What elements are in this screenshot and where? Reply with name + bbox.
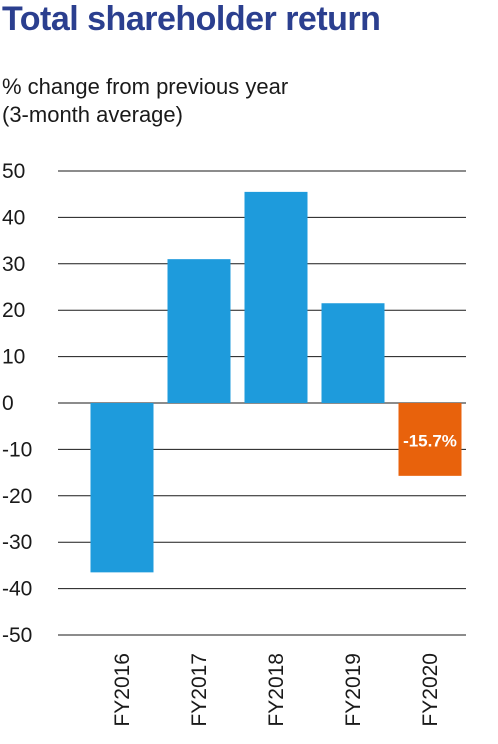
y-tick-label: 0 <box>2 392 14 415</box>
chart-title: Total shareholder return <box>2 0 381 38</box>
y-axis-tick-labels: 50 40 30 20 10 0 -10 -20 -30 -40 -50 <box>2 160 32 647</box>
x-tick-label: FY2016 <box>111 653 134 727</box>
data-labels: -15.7% <box>403 431 457 450</box>
y-tick-label: -10 <box>2 438 32 461</box>
y-tick-label: -30 <box>2 531 32 554</box>
bars <box>90 191 462 573</box>
y-tick-label: -20 <box>2 485 32 508</box>
bar-fy2019 <box>321 303 385 403</box>
subtitle-line-1: % change from previous year <box>2 74 289 99</box>
data-label-fy2020: -15.7% <box>403 431 457 450</box>
x-tick-label: FY2017 <box>188 653 211 727</box>
x-tick-label: FY2020 <box>419 653 442 727</box>
y-tick-label: 20 <box>2 299 25 322</box>
bar-fy2018 <box>244 191 308 403</box>
subtitle-line-2: (3-month average) <box>2 102 183 127</box>
y-tick-label: 50 <box>2 160 25 183</box>
bar-fy2016 <box>90 403 154 573</box>
bar-fy2017 <box>167 259 231 403</box>
y-tick-label: 30 <box>2 253 25 276</box>
chart-subtitle: % change from previous year (3-month ave… <box>2 73 288 129</box>
bar-fy2020 <box>398 403 462 476</box>
x-axis-tick-labels: FY2016 FY2017 FY2018 FY2019 FY2020 <box>111 653 442 727</box>
y-tick-label: -50 <box>2 624 32 647</box>
x-tick-label: FY2018 <box>265 653 288 727</box>
y-tick-label: 40 <box>2 206 25 229</box>
x-tick-label: FY2019 <box>342 653 365 727</box>
y-tick-label: 10 <box>2 346 25 369</box>
y-tick-label: -40 <box>2 578 32 601</box>
